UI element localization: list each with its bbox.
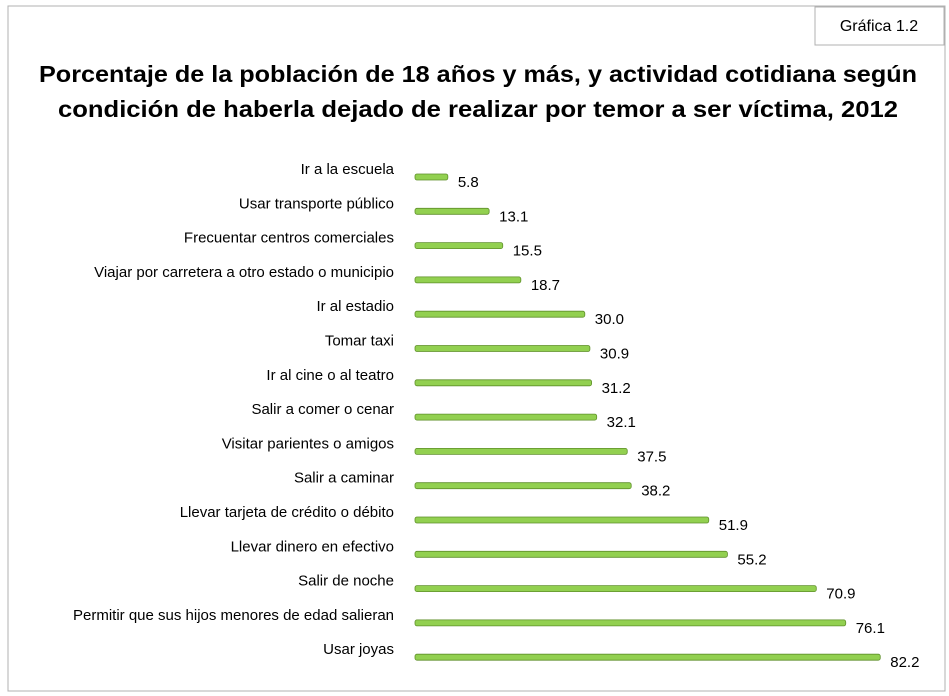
value-label: 30.0 (595, 311, 624, 328)
chart-title: condición de haberla dejado de realizar … (58, 96, 898, 122)
category-label: Tomar taxi (325, 332, 394, 349)
bar (414, 345, 591, 352)
bar (414, 482, 632, 490)
value-label: 70.9 (826, 586, 855, 603)
value-label: 51.9 (719, 517, 748, 534)
category-label: Visitar parientes o amigos (222, 435, 394, 452)
bar (414, 447, 628, 455)
category-label: Llevar dinero en efectivo (231, 538, 394, 555)
value-label: 30.9 (600, 345, 629, 362)
category-label: Salir a caminar (294, 470, 394, 487)
value-label: 37.5 (637, 448, 666, 465)
value-label: 18.7 (531, 277, 560, 294)
bar (414, 310, 586, 318)
bar (414, 379, 592, 387)
value-label: 82.2 (890, 654, 919, 671)
category-label: Ir a la escuela (301, 161, 395, 178)
bar (414, 516, 710, 524)
category-label: Usar joyas (323, 641, 394, 658)
value-label: 13.1 (499, 208, 528, 225)
value-label: 38.2 (641, 483, 670, 500)
chart-label: Gráfica 1.2 (840, 18, 918, 35)
category-label: Salir a comer o cenar (251, 401, 394, 418)
label-box (814, 6, 945, 46)
bar (414, 276, 522, 284)
category-label: Viajar por carretera a otro estado o mun… (94, 264, 394, 281)
category-label: Ir al estadio (316, 298, 394, 315)
bar (414, 242, 504, 250)
bar (414, 550, 728, 558)
value-label: 55.2 (737, 551, 766, 568)
value-label: 15.5 (513, 243, 542, 260)
bar (414, 619, 847, 627)
bar (414, 413, 598, 421)
category-label: Ir al cine o al teatro (266, 367, 394, 384)
value-label: 5.8 (458, 174, 479, 191)
category-label: Frecuentar centros comerciales (184, 230, 394, 247)
category-label: Usar transporte público (239, 195, 394, 212)
value-label: 32.1 (607, 414, 636, 431)
bar (414, 653, 881, 661)
value-label: 76.1 (856, 620, 885, 637)
bar (414, 207, 490, 215)
bar (414, 585, 817, 592)
chart-title: Porcentaje de la población de 18 años y … (39, 61, 917, 87)
category-label: Llevar tarjeta de crédito o débito (180, 504, 394, 521)
value-label: 31.2 (602, 380, 631, 397)
category-label: Permitir que sus hijos menores de edad s… (73, 607, 394, 624)
category-label: Salir de noche (298, 573, 394, 590)
bar (414, 173, 449, 181)
